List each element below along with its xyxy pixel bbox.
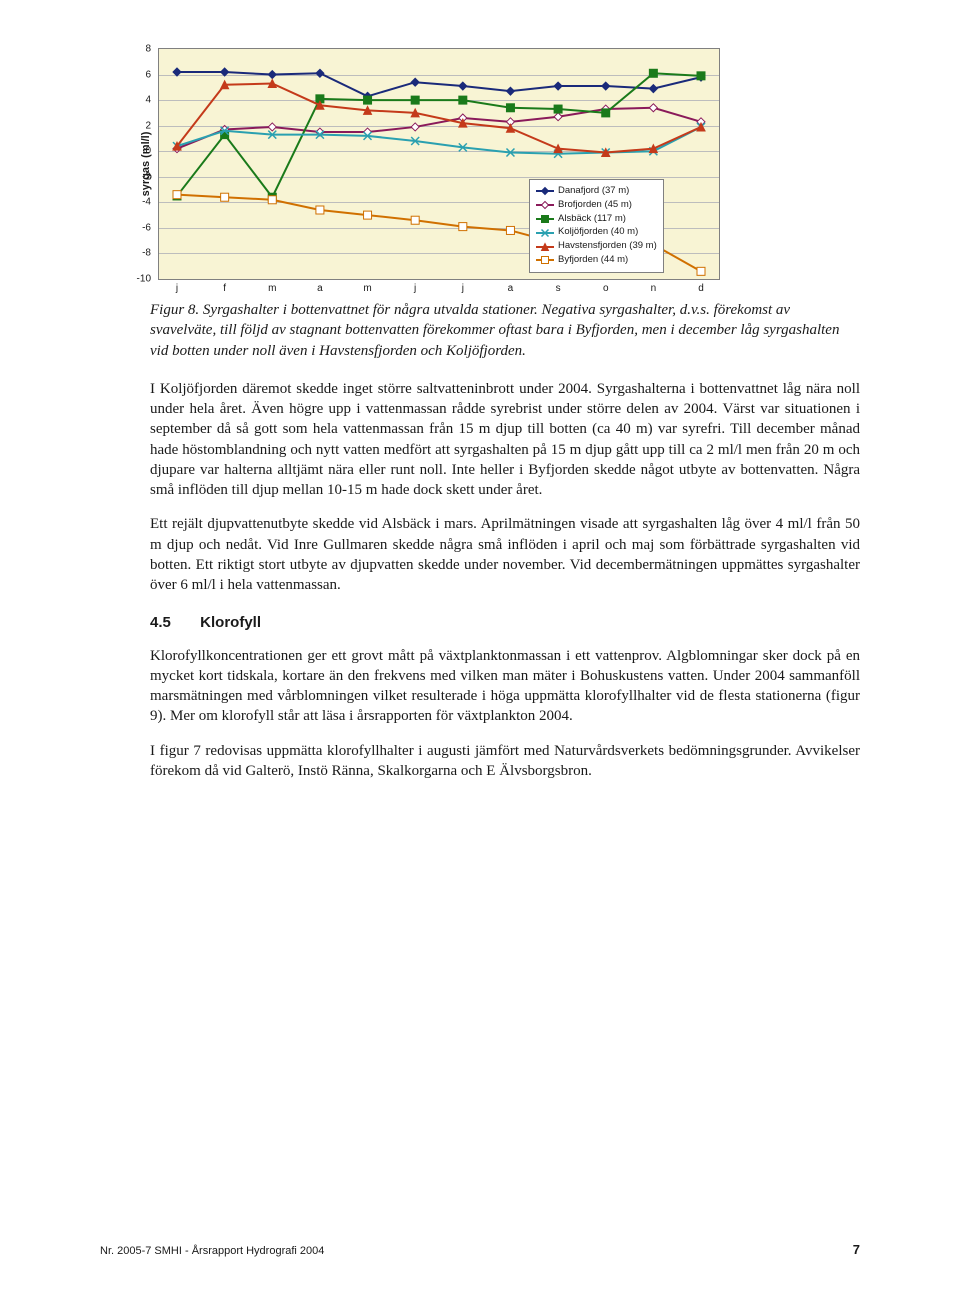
y-tick-label: -8: [129, 247, 151, 261]
x-tick-label: a: [508, 282, 514, 296]
legend-label: Byfjorden (44 m): [558, 254, 628, 267]
series-marker: [459, 223, 467, 231]
series-marker: [268, 123, 276, 131]
x-tick-label: f: [223, 282, 226, 296]
x-tick-label: j: [176, 282, 178, 296]
legend-row: Brofjorden (45 m): [536, 199, 657, 212]
series-marker: [602, 109, 610, 117]
x-tick-label: a: [317, 282, 323, 296]
legend-swatch: [536, 228, 554, 238]
chart-legend: Danafjord (37 m)Brofjorden (45 m)Alsbäck…: [529, 179, 664, 273]
series-marker: [649, 69, 657, 77]
series-marker: [697, 267, 705, 275]
legend-label: Koljöfjorden (40 m): [558, 226, 638, 239]
series-marker: [554, 113, 562, 121]
series-marker: [411, 123, 419, 131]
legend-row: Byfjorden (44 m): [536, 254, 657, 267]
series-marker: [221, 68, 229, 76]
body-paragraph: I Koljöfjorden däremot skedde inget stör…: [150, 379, 860, 501]
figure-caption: Figur 8. Syrgashalter i bottenvattnet fö…: [150, 300, 860, 361]
series-marker: [506, 226, 514, 234]
series-marker: [506, 104, 514, 112]
section-heading: 4.5 Klorofyll: [150, 613, 860, 633]
series-marker: [459, 82, 467, 90]
legend-label: Danafjord (37 m): [558, 185, 629, 198]
plot-area: -10-8-6-4-202468jfmamjjasondDanafjord (3…: [158, 48, 720, 280]
series-marker: [411, 216, 419, 224]
legend-row: Havstensfjorden (39 m): [536, 240, 657, 253]
series-marker: [554, 82, 562, 90]
series-marker: [221, 193, 229, 201]
y-tick-label: 6: [129, 68, 151, 82]
series-line: [177, 127, 701, 154]
page-number: 7: [853, 1241, 860, 1259]
series-marker: [506, 87, 514, 95]
series-marker: [411, 96, 419, 104]
x-tick-label: m: [363, 282, 371, 296]
legend-label: Alsbäck (117 m): [558, 213, 626, 226]
body-paragraph: I figur 7 redovisas uppmätta klorofyllha…: [150, 741, 860, 782]
series-marker: [649, 85, 657, 93]
series-marker: [316, 69, 324, 77]
legend-swatch: [536, 186, 554, 196]
series-marker: [173, 191, 181, 199]
legend-label: Havstensfjorden (39 m): [558, 240, 657, 253]
oxygen-chart: syrgas (ml/l) -10-8-6-4-202468jfmamjjaso…: [158, 48, 860, 280]
y-tick-label: -10: [129, 272, 151, 286]
series-line: [177, 84, 701, 153]
series-marker: [649, 104, 657, 112]
y-tick-label: 4: [129, 93, 151, 107]
legend-swatch: [536, 242, 554, 252]
y-axis-label: syrgas (ml/l): [139, 132, 154, 197]
y-tick-label: -4: [129, 196, 151, 210]
x-tick-label: s: [556, 282, 561, 296]
x-tick-label: j: [462, 282, 464, 296]
series-line: [177, 108, 701, 149]
section-number: 4.5: [150, 613, 196, 633]
series-marker: [697, 72, 705, 80]
series-marker: [268, 196, 276, 204]
legend-swatch: [536, 200, 554, 210]
body-paragraph: Klorofyllkoncentrationen ger ett grovt m…: [150, 646, 860, 727]
x-tick-label: o: [603, 282, 609, 296]
legend-label: Brofjorden (45 m): [558, 199, 632, 212]
y-tick-label: 2: [129, 119, 151, 133]
legend-row: Koljöfjorden (40 m): [536, 226, 657, 239]
series-marker: [554, 105, 562, 113]
x-tick-label: m: [268, 282, 276, 296]
y-tick-label: 8: [129, 42, 151, 56]
section-title: Klorofyll: [200, 614, 261, 631]
x-tick-label: j: [414, 282, 416, 296]
legend-row: Alsbäck (117 m): [536, 213, 657, 226]
series-marker: [364, 96, 372, 104]
series-marker: [411, 78, 419, 86]
footer-text: Nr. 2005-7 SMHI - Årsrapport Hydrografi …: [100, 1244, 324, 1259]
series-marker: [364, 211, 372, 219]
legend-swatch: [536, 214, 554, 224]
series-marker: [268, 71, 276, 79]
x-tick-label: d: [698, 282, 704, 296]
x-tick-label: n: [651, 282, 657, 296]
y-tick-label: 0: [129, 144, 151, 158]
series-marker: [173, 68, 181, 76]
series-marker: [602, 82, 610, 90]
y-tick-label: -6: [129, 221, 151, 235]
body-paragraph: Ett rejält djupvattenutbyte skedde vid A…: [150, 514, 860, 595]
legend-swatch: [536, 255, 554, 265]
legend-row: Danafjord (37 m): [536, 185, 657, 198]
y-tick-label: -2: [129, 170, 151, 184]
series-marker: [459, 96, 467, 104]
series-marker: [316, 206, 324, 214]
